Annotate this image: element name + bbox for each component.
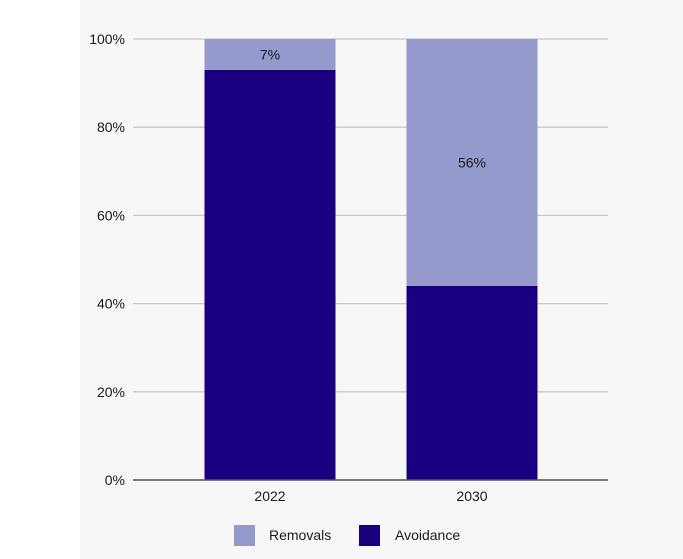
y-tick-label-20: 20% xyxy=(97,384,125,400)
legend-swatch-removals xyxy=(234,525,255,546)
y-tick-label-80: 80% xyxy=(97,119,125,135)
legend-item-removals[interactable]: Removals xyxy=(234,525,331,546)
data-label-2022-removals: 7% xyxy=(260,46,280,62)
bar-2022-removals xyxy=(204,39,336,70)
bar-2030-avoidance xyxy=(406,285,538,480)
legend-label-removals: Removals xyxy=(269,527,331,543)
x-axis: 2022 2030 xyxy=(133,479,608,504)
y-tick-label-40: 40% xyxy=(97,296,125,312)
x-tick-label-2030: 2030 xyxy=(456,488,487,504)
bar-2030-removals xyxy=(406,39,538,286)
y-tick-label-0: 0% xyxy=(105,472,125,488)
legend-label-avoidance: Avoidance xyxy=(395,527,460,543)
y-tick-label-60: 60% xyxy=(97,207,125,223)
bars xyxy=(204,39,538,481)
left-margin xyxy=(0,0,80,559)
x-tick-label-2022: 2022 xyxy=(254,488,285,504)
data-labels: 7% 56% xyxy=(260,46,486,170)
legend-item-avoidance[interactable]: Avoidance xyxy=(359,525,460,546)
legend[interactable]: Removals Avoidance xyxy=(234,525,460,546)
y-tick-label-100: 100% xyxy=(89,31,125,47)
bar-2022-avoidance xyxy=(204,69,336,481)
y-axis: 0% 20% 40% 60% 80% 100% xyxy=(89,31,125,488)
data-label-2030-removals: 56% xyxy=(458,154,486,170)
legend-swatch-avoidance xyxy=(359,525,380,546)
